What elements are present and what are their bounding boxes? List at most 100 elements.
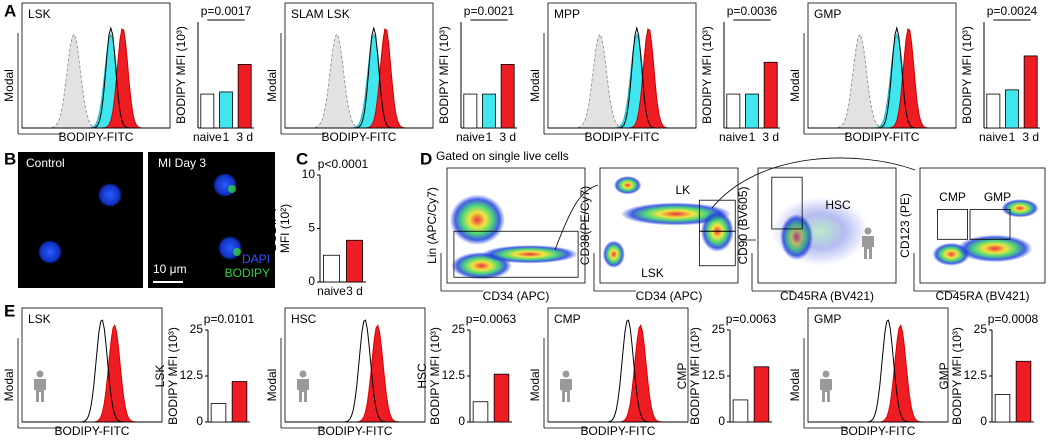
histogram-curve xyxy=(285,28,433,129)
histogram-curve xyxy=(548,32,696,129)
histogram-curve xyxy=(808,33,956,129)
gate xyxy=(771,176,803,230)
y-axis-label: BODIPY xyxy=(265,206,279,251)
y-axis-label: BODIPY MFI (10³) xyxy=(166,327,180,425)
histogram-y-label: Modal xyxy=(528,69,542,102)
histogram-curve xyxy=(22,26,170,129)
cell-density xyxy=(957,234,1033,263)
histogram-x-label: BODIPY-FITC xyxy=(322,130,397,144)
p-value: p=0.0101 xyxy=(204,312,255,326)
y-tick-label: 25 xyxy=(190,322,204,336)
micrograph xyxy=(18,152,143,288)
bar xyxy=(994,393,1011,423)
flow-x-label: CD34 (APC) xyxy=(483,289,550,303)
histogram-curve xyxy=(285,33,433,129)
person-icon xyxy=(34,379,46,402)
axis-arrow xyxy=(751,253,794,292)
gate-label: CMP xyxy=(939,190,966,204)
y-axis-label: BODIPY MFI (10³) xyxy=(950,327,964,425)
flow-x-label: CD45RA (BV421) xyxy=(935,289,1029,303)
x-tick-label: 1 xyxy=(223,130,230,144)
bar xyxy=(237,64,252,129)
axis-arrow xyxy=(593,253,636,292)
histogram-curve xyxy=(22,28,170,129)
x-tick-label: naive xyxy=(193,130,222,144)
histogram-curve xyxy=(548,28,696,129)
panel-label: E xyxy=(4,301,15,320)
gate-label: HSC xyxy=(825,198,851,212)
person-icon xyxy=(822,370,830,378)
y-axis-label: BODIPY MFI (10³) xyxy=(174,26,188,124)
axis-arrow xyxy=(280,338,325,429)
y-tick-label: 5 xyxy=(308,221,315,235)
y-tick-label: 12.5 xyxy=(180,368,204,382)
x-tick-label: 3 d xyxy=(499,130,516,144)
histogram-title: HSC xyxy=(291,312,317,326)
bar xyxy=(493,373,510,423)
histogram-title: MPP xyxy=(554,7,580,21)
bar xyxy=(986,93,1001,129)
y-axis-label: BODIPY MFI (10³) xyxy=(428,327,442,425)
cell-density xyxy=(620,202,732,226)
axis-arrow xyxy=(17,338,62,429)
histogram-curve xyxy=(22,319,162,423)
lipid-stain xyxy=(233,248,241,256)
y-tick-label: 0 xyxy=(458,414,465,428)
lipid-stain xyxy=(228,185,236,193)
bar xyxy=(200,93,215,129)
person-icon xyxy=(299,370,307,378)
y-axis-label: BODIPY MFI (10³) xyxy=(700,26,714,124)
x-tick-label: 3 d xyxy=(236,130,253,144)
axis-arrow xyxy=(543,33,588,135)
histogram-curve xyxy=(808,319,948,423)
bar xyxy=(346,239,363,283)
y-axis-label: LSK xyxy=(153,365,167,388)
histogram-y-label: Modal xyxy=(265,69,279,102)
x-tick-label: 1 xyxy=(749,130,756,144)
histogram-curve xyxy=(285,319,425,423)
histogram-x-label: BODIPY-FITC xyxy=(318,424,393,438)
axis-arrow xyxy=(803,33,848,135)
y-tick-label: 12.5 xyxy=(442,368,466,382)
flow-x-label: CD34 (APC) xyxy=(636,289,703,303)
histogram-curve xyxy=(548,33,696,129)
p-value: p=0.0063 xyxy=(466,312,517,326)
panel-label: C xyxy=(296,149,308,168)
y-tick-label: 25 xyxy=(712,322,726,336)
axis-arrow xyxy=(803,338,848,429)
y-axis-label: CMP xyxy=(675,363,689,390)
bar xyxy=(219,91,233,129)
y-tick-label: 12.5 xyxy=(964,368,988,382)
flow-y-label: CD90 (BV605) xyxy=(736,186,750,264)
person-icon xyxy=(562,370,570,378)
histogram-title: GMP xyxy=(814,312,841,326)
y-tick-label: 25 xyxy=(974,322,988,336)
gate xyxy=(937,208,968,240)
histogram-title: SLAM LSK xyxy=(291,7,350,21)
flow-x-label: CD45RA (BV421) xyxy=(780,289,874,303)
gating-note: Gated on single live cells xyxy=(436,149,569,163)
bar xyxy=(726,93,741,129)
person-icon xyxy=(862,236,874,259)
y-axis-label: BODIPY MFI (10³) xyxy=(688,327,702,425)
panel-label: D xyxy=(420,149,432,168)
histogram-y-label: Modal xyxy=(2,369,16,402)
axis-arrow xyxy=(17,33,62,135)
bar xyxy=(472,401,489,423)
axis-arrow xyxy=(440,253,483,292)
histogram-x-label: BODIPY-FITC xyxy=(845,130,920,144)
cell-density xyxy=(771,196,869,266)
panel-label: A xyxy=(4,1,16,20)
cell-density xyxy=(613,176,642,195)
bar xyxy=(463,93,478,129)
p-value: p=0.0008 xyxy=(988,312,1039,326)
cell-density xyxy=(602,240,625,269)
person-icon xyxy=(820,379,832,402)
y-axis-label: GMP xyxy=(937,362,951,389)
person-icon xyxy=(297,379,309,402)
cell-density xyxy=(1001,199,1039,218)
bar xyxy=(763,61,778,129)
gate xyxy=(969,208,1011,240)
x-tick-label: 3 d xyxy=(346,284,363,298)
y-tick-label: 25 xyxy=(452,322,466,336)
